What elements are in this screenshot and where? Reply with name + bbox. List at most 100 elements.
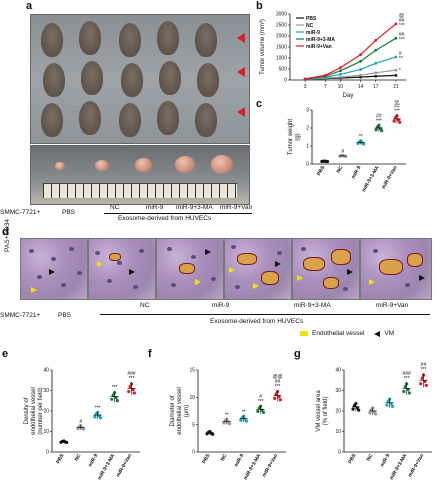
group-label-mir9-3ma: miR-9+3-MA [176,204,213,211]
data-point [343,154,348,159]
y-tick-label: 2 [306,126,309,132]
data-point [278,398,282,402]
endothelial-arrow-icon [369,279,375,285]
y-axis-title: (μm) [184,405,190,417]
x-tick-label: miR-9 [379,453,391,468]
panel-b-label: b [256,0,263,12]
data-point [357,408,361,412]
y-axis-title: Diameter of [170,395,176,426]
y-axis-title: Density of [24,397,30,424]
legend-label: NC [306,23,314,29]
panel-c-label: c [256,98,263,110]
x-tick-label: PBS [201,452,212,464]
significance-mark: ### [402,371,411,377]
series-point [374,61,378,65]
chart-f: 0 5 10 15 Diameter of endothelial vessel (μm) P… [170,368,286,481]
x-tick-label: PBS [347,452,358,464]
series-point [374,39,378,42]
legend-label: PBS [306,16,317,22]
endothelial-legend-swatch [300,331,308,336]
x-tick-label: miR-9 [87,453,99,468]
significance-mark: @@ [272,374,282,380]
y-tick-label: 30 [335,388,341,394]
chart-e: 0 10 20 30 40 Density of endothelial vessel (nu… [24,368,140,481]
group-label-d-mir9-3ma: miR-9+3-MA [294,302,331,309]
significance-mark: ## [421,362,427,368]
panel-a-label: a [26,0,33,12]
data-point [419,382,423,386]
data-point [110,397,114,401]
panel-e-label: e [2,348,9,360]
y-axis-title: (number per field) [38,387,44,434]
endothelial-arrow-icon [229,267,235,273]
y-tick-label: 0 [46,450,49,456]
data-point [222,421,226,425]
data-point [128,384,132,389]
data-point [390,404,395,408]
exosome-line-a [104,213,252,214]
endothelial-arrow-icon [31,287,37,293]
data-point [424,383,428,388]
significance-mark: ** [399,56,403,62]
chart-g: 0 10 20 30 40 VM vessel area (% of field) PBS NC… [316,362,432,481]
significance-mark: *** [258,399,264,405]
x-tick-label: miR-9+3-MA [361,165,381,193]
y-tick-label: 0 [338,450,341,456]
data-point [127,389,131,394]
significance-mark: ### [127,371,136,377]
data-point [374,128,378,132]
significance-mark: *** [376,118,382,124]
significance-mark: *** [399,37,405,43]
group-label-pbs: PBS [62,209,76,216]
significance-mark: *** [275,384,281,390]
y-axis-title: endothelial vessel [177,387,183,435]
data-point [261,410,266,415]
y-axis-title: (g) [295,133,301,140]
series-point [394,22,398,26]
significance-mark: ## [376,113,382,119]
significance-mark: *** [112,385,118,391]
data-point [98,416,103,420]
group-label-mir9-van: miR-9+Van [220,204,253,211]
y-axis-title: Tumor weight [288,119,294,155]
histology-mir9-van [292,238,360,300]
x-tick-label: NC [74,453,83,463]
y-tick-label: 15 [189,368,195,374]
histology-mir9 [156,238,224,300]
data-point [227,421,232,426]
series-point [303,77,307,81]
vm-arrow-icon [129,269,135,275]
significance-mark: * [399,68,401,74]
y-tick-label: 1000 [276,56,287,62]
x-tick-label: 7 [324,84,327,90]
data-point [244,419,249,423]
histology-mir9-3ma [224,238,292,300]
series-point [394,73,398,77]
x-tick-label: PBS [55,452,66,464]
endothelial-arrow-icon [253,283,259,289]
data-point [380,128,384,133]
y-tick-label: 0 [284,78,287,84]
exosome-label-d: Exosome-derived from HUVECs [210,318,304,325]
data-point [111,393,115,397]
y-tick-label: 30 [43,388,49,394]
y-tick-label: 0 [306,162,309,168]
series-point [394,68,398,72]
data-point [398,120,402,124]
y-axis-title: VM vessel area [316,390,322,432]
exosome-label-a: Exosome-derived from HUVECs [118,215,212,222]
data-point [274,392,278,396]
y-tick-label: 500 [279,67,288,73]
vm-arrow-icon [49,269,55,275]
significance-mark: @ [394,100,399,105]
data-point [362,142,366,146]
series-point [339,69,342,73]
x-tick-label: miR-9+Van [115,453,133,478]
tumors-photo [30,145,250,205]
series-point [359,68,363,71]
data-point [273,396,277,400]
x-axis-title: Day [343,93,354,99]
y-tick-label: 40 [43,368,49,374]
x-tick-label: miR-9+3-MA [389,453,409,481]
significance-mark: *** [399,23,405,29]
